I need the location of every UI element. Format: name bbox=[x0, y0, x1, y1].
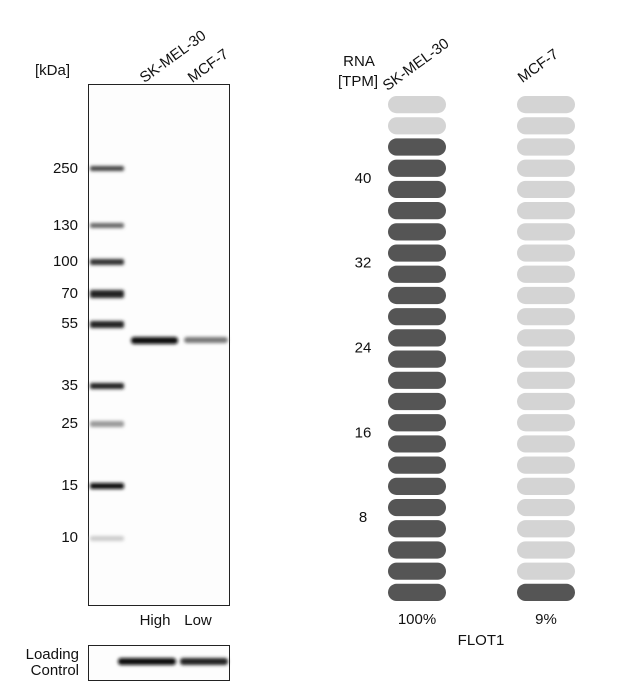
sample-label: MCF-7 bbox=[515, 46, 562, 87]
tpm-pill bbox=[388, 265, 446, 283]
tpm-pill bbox=[517, 456, 575, 474]
tpm-pill bbox=[388, 456, 446, 474]
tpm-pill bbox=[517, 223, 575, 241]
rna-axis-label: RNA bbox=[343, 53, 375, 70]
percent-label: 9% bbox=[535, 611, 557, 628]
tpm-pill bbox=[388, 435, 446, 453]
y-tick-label: 24 bbox=[355, 339, 372, 356]
tpm-pill bbox=[388, 138, 446, 156]
tpm-pill bbox=[517, 583, 575, 601]
tpm-pill bbox=[388, 223, 446, 241]
marker-label: 35 bbox=[61, 377, 78, 394]
tpm-pill bbox=[517, 96, 575, 114]
tpm-pill bbox=[517, 286, 575, 305]
unit-label: [kDa] bbox=[35, 62, 70, 79]
tpm-pill bbox=[517, 435, 575, 453]
sample-label: SK-MEL-30 bbox=[380, 35, 453, 94]
tpm-pill bbox=[388, 329, 446, 347]
y-tick-label: 40 bbox=[355, 170, 372, 187]
tpm-pill bbox=[517, 562, 575, 580]
marker-label: 25 bbox=[61, 415, 78, 432]
tpm-pill bbox=[517, 329, 575, 347]
tpm-pill bbox=[388, 371, 446, 389]
lane-level: Low bbox=[184, 612, 212, 629]
tpm-pill bbox=[517, 180, 575, 199]
tpm-pill bbox=[517, 138, 575, 156]
tpm-pill bbox=[517, 371, 575, 389]
loading-label: Control bbox=[31, 662, 79, 679]
y-tick-label: 8 bbox=[359, 509, 367, 526]
tpm-pill bbox=[517, 117, 575, 135]
tpm-pill bbox=[517, 520, 575, 538]
tpm-pill bbox=[517, 477, 575, 495]
tpm-pill bbox=[388, 308, 446, 326]
marker-label: 100 bbox=[53, 253, 78, 270]
tpm-pill bbox=[388, 562, 446, 580]
tpm-pill bbox=[388, 159, 446, 177]
blot-frame bbox=[88, 84, 230, 606]
marker-label: 130 bbox=[53, 217, 78, 234]
tpm-pill bbox=[517, 265, 575, 283]
tpm-pill bbox=[388, 117, 446, 135]
lane-level: High bbox=[140, 612, 171, 629]
loading-bands bbox=[118, 658, 228, 665]
tpm-pill bbox=[388, 414, 446, 432]
tpm-pill bbox=[388, 96, 446, 114]
gene-label: FLOT1 bbox=[458, 632, 505, 649]
tpm-pill bbox=[388, 350, 446, 368]
marker-label: 250 bbox=[53, 160, 78, 177]
tpm-pill bbox=[388, 180, 446, 199]
marker-label: 70 bbox=[61, 285, 78, 302]
tpm-pill bbox=[517, 541, 575, 559]
marker-label: 10 bbox=[61, 529, 78, 546]
percent-label: 100% bbox=[398, 611, 436, 628]
tpm-pill bbox=[517, 202, 575, 220]
tpm-pill bbox=[388, 498, 446, 517]
marker-label: 55 bbox=[61, 315, 78, 332]
marker-label: 15 bbox=[61, 477, 78, 494]
tpm-pill bbox=[517, 308, 575, 326]
blot-bands bbox=[90, 166, 228, 541]
tpm-pill bbox=[388, 583, 446, 601]
tpm-pill bbox=[388, 244, 446, 262]
tpm-pill bbox=[517, 498, 575, 517]
tpm-pill bbox=[517, 392, 575, 411]
y-tick-label: 16 bbox=[355, 424, 372, 441]
tpm-pill bbox=[388, 477, 446, 495]
tpm-pill bbox=[517, 159, 575, 177]
y-tick-label: 32 bbox=[355, 255, 372, 272]
tpm-pill bbox=[388, 286, 446, 305]
tpm-pill bbox=[388, 392, 446, 411]
tpm-pill bbox=[517, 414, 575, 432]
tpm-pill bbox=[517, 244, 575, 262]
tpm-pill bbox=[517, 350, 575, 368]
tpm-pill bbox=[388, 202, 446, 220]
tpm-pill bbox=[388, 541, 446, 559]
loading-label: Loading bbox=[26, 646, 79, 663]
tpm-pill bbox=[388, 520, 446, 538]
rna-axis-label: [TPM] bbox=[338, 73, 378, 90]
